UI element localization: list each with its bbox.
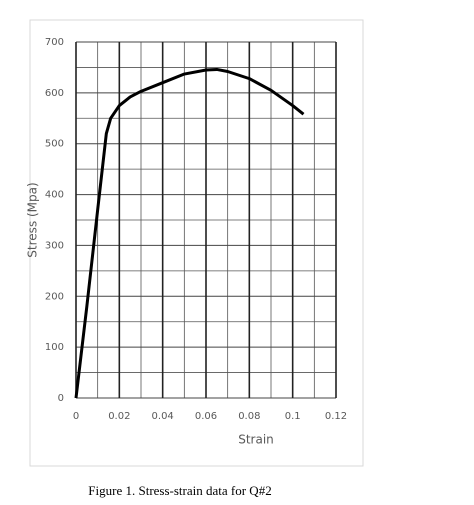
data-line bbox=[74, 67, 305, 399]
y-tick-label: 400 bbox=[45, 190, 64, 201]
y-tick-label: 0 bbox=[58, 393, 64, 404]
x-tick-label: 0 bbox=[73, 411, 79, 422]
y-tick-label: 200 bbox=[45, 291, 64, 302]
x-tick-label: 0.1 bbox=[285, 411, 301, 422]
y-tick-label: 300 bbox=[45, 240, 64, 251]
x-tick-label: 0.08 bbox=[238, 411, 260, 422]
y-axis-label: Stress (Mpa) bbox=[26, 182, 40, 257]
caption: Figure 1. Stress-strain data for Q#2 bbox=[88, 483, 271, 498]
x-tick-label: 0.12 bbox=[325, 411, 347, 422]
x-tick-label: 0.04 bbox=[152, 411, 174, 422]
y-tick-label: 500 bbox=[45, 139, 64, 150]
chart-frame bbox=[29, 19, 364, 467]
y-tick-label: 700 bbox=[45, 37, 64, 48]
x-tick-label: 0.02 bbox=[108, 411, 130, 422]
x-tick-label: 0.06 bbox=[195, 411, 217, 422]
y-tick-label: 100 bbox=[45, 342, 64, 353]
y-tick-label: 600 bbox=[45, 88, 64, 99]
x-axis-label: Strain bbox=[238, 433, 274, 447]
